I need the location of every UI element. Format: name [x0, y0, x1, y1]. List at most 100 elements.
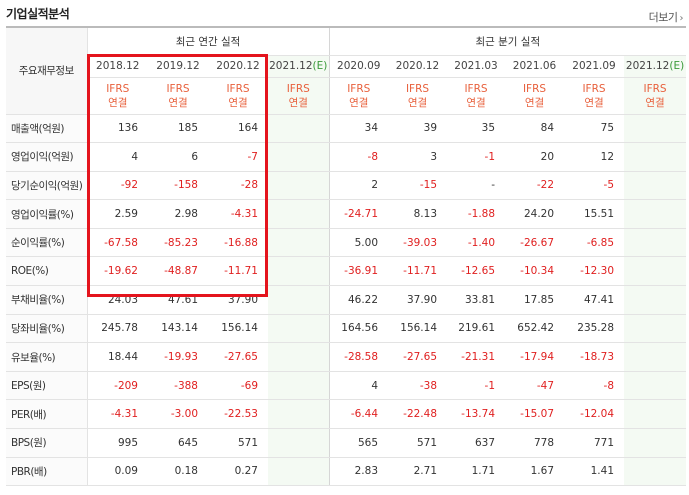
ifrs-label: IFRS	[522, 82, 547, 95]
table-cell: 652.42	[505, 314, 565, 344]
table-cell: 4	[87, 142, 148, 172]
table-row: 유보율(%) 18.44 -19.93 -27.65 -28.58 -27.65 -21.3…	[6, 342, 687, 372]
more-label: 더보기	[648, 11, 678, 24]
period-label: 2019.12	[156, 60, 200, 72]
table-cell: -11.71	[208, 256, 268, 287]
table-cell: 156.14	[388, 314, 448, 344]
ifrs-sub-label: 연결	[349, 96, 369, 109]
table-cell: -36.91	[328, 256, 389, 287]
table-cell	[624, 457, 687, 487]
table-cell: 47.61	[148, 285, 208, 315]
table-cell	[268, 114, 330, 144]
table-cell: 84	[505, 114, 565, 144]
row-label: 매출액(억원)	[6, 114, 88, 144]
table-cell: 2.83	[328, 457, 389, 487]
row-label: ROE(%)	[6, 256, 88, 287]
ifrs-header: IFRS 연결	[268, 77, 330, 115]
ifrs-label: IFRS	[286, 82, 310, 95]
table-cell: 778	[505, 428, 565, 458]
table-cell: -16.88	[208, 228, 268, 258]
table-row: 부채비율(%) 24.03 47.61 37.90 46.22 37.90 33.81 17.…	[6, 285, 687, 315]
table-cell: 2.98	[148, 199, 208, 229]
table-cell: 18.44	[87, 342, 148, 372]
table-cell: 15.51	[564, 199, 625, 229]
period-header: 2021.06	[505, 55, 565, 78]
table-row: PER(배) -4.31 -3.00 -22.53 -6.44 -22.48 -13.74-…	[6, 399, 687, 430]
table-cell: -	[447, 171, 506, 201]
table-cell: -47	[505, 370, 565, 401]
row-label: 당기순이익(억원)	[6, 171, 88, 201]
table-cell: -85.23	[148, 228, 208, 258]
table-cell: -24.71	[328, 199, 389, 229]
group-quarterly: 최근 분기 실적	[328, 26, 687, 56]
table-cell	[624, 199, 687, 229]
table-cell: -1	[447, 142, 506, 172]
table-cell: 164	[208, 114, 268, 144]
table-cell: -12.65	[447, 256, 506, 287]
row-label: PBR(배)	[6, 457, 88, 487]
ifrs-header: IFRS 연결	[87, 77, 148, 115]
table-cell: 771	[564, 428, 625, 458]
ifrs-header: IFRS 연결	[148, 77, 208, 115]
row-label: 영업이익(억원)	[6, 142, 88, 172]
period-label: 2020.12	[395, 60, 440, 72]
row-label: 순이익률(%)	[6, 228, 88, 258]
table-cell	[268, 314, 330, 344]
table-cell: -10.34	[505, 256, 565, 287]
period-label: 2020.09	[337, 60, 381, 72]
ifrs-header: IFRS 연결	[624, 77, 687, 115]
table-cell: -18.73	[564, 342, 625, 372]
period-header: 2019.12	[148, 55, 208, 78]
ifrs-sub-label: 연결	[108, 96, 128, 109]
table-cell: -92	[87, 171, 148, 201]
ifrs-sub-label: 연결	[584, 96, 604, 109]
table-cell	[268, 399, 330, 430]
table-cell	[268, 142, 330, 172]
table-cell: -22.53	[208, 399, 268, 430]
table-cell: 6	[148, 142, 208, 172]
table-cell: 136	[87, 114, 148, 144]
period-label: 2021.12	[269, 60, 313, 72]
table-cell: 47.41	[564, 285, 625, 315]
table-cell: -19.62	[87, 256, 148, 287]
table-cell: -67.58	[87, 228, 148, 258]
table-cell: -11.71	[388, 256, 448, 287]
table-cell: 235.28	[564, 314, 625, 344]
ifrs-header: IFRS 연결	[564, 77, 625, 115]
table-cell: -6.44	[328, 399, 389, 430]
table-row: 순이익률(%) -67.58 -85.23 -16.88 5.00 -39.03 -1.40…	[6, 228, 687, 258]
table-cell: 24.20	[505, 199, 565, 229]
table-cell: 20	[505, 142, 565, 172]
ifrs-header: IFRS 연결	[388, 77, 448, 115]
period-header: 2020.09	[328, 55, 389, 78]
ifrs-label: IFRS	[582, 82, 606, 95]
table-cell: 2.71	[388, 457, 448, 487]
table-cell: -39.03	[388, 228, 448, 258]
table-cell: -15.07	[505, 399, 565, 430]
table-cell: 75	[564, 114, 625, 144]
ifrs-label: IFRS	[464, 82, 488, 95]
period-label: 2021.12	[625, 60, 670, 72]
ifrs-header: IFRS 연결	[328, 77, 389, 115]
ifrs-header: IFRS 연결	[447, 77, 506, 115]
table-cell: -28	[208, 171, 268, 201]
table-cell: -17.94	[505, 342, 565, 372]
more-link[interactable]: 더보기 ›	[648, 9, 684, 25]
table-row: 당좌비율(%) 245.78 143.14 156.14 164.56 156.14 219…	[6, 314, 687, 344]
period-header: 2020.12	[388, 55, 448, 78]
period-label: 2021.06	[512, 60, 557, 72]
table-cell: -69	[208, 370, 268, 401]
table-cell: 245.78	[87, 314, 148, 344]
table-cell: -13.74	[447, 399, 506, 430]
table-cell: -27.65	[388, 342, 448, 372]
table-cell: 35	[447, 114, 506, 144]
table-cell: 1.41	[564, 457, 625, 487]
table-cell	[268, 370, 330, 401]
row-label: PER(배)	[6, 399, 88, 430]
table-cell: -48.87	[148, 256, 208, 287]
table-cell	[624, 399, 687, 430]
period-header: 2020.12	[208, 55, 268, 78]
table-cell	[624, 285, 687, 315]
ifrs-label: IFRS	[643, 82, 667, 95]
table-cell: 637	[447, 428, 506, 458]
